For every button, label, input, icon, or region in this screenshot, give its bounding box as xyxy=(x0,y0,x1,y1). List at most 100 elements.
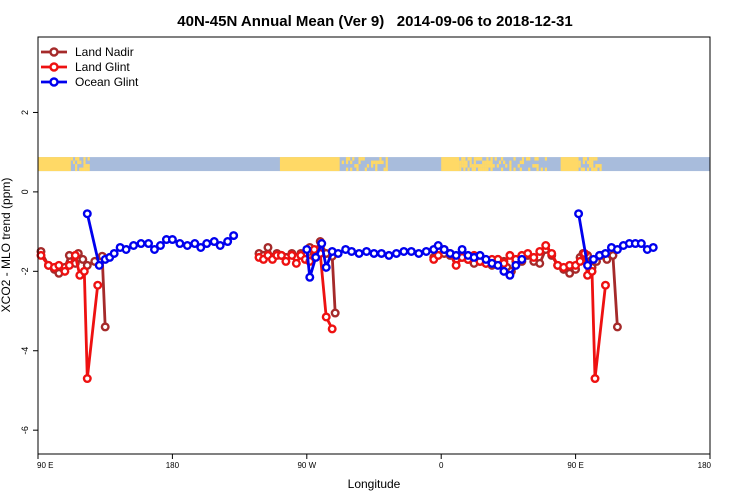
land-speck xyxy=(385,164,388,168)
land-speck xyxy=(536,167,539,172)
land-speck xyxy=(526,157,529,161)
land-speck xyxy=(375,160,378,165)
data-point-ocean-glint xyxy=(229,231,239,241)
data-point-ocean-glint xyxy=(481,254,491,264)
land-speck xyxy=(586,160,590,165)
data-point-land-nadir xyxy=(78,254,88,264)
data-point-ocean-glint xyxy=(155,240,165,250)
data-point-ocean-glint xyxy=(439,244,449,254)
land-speck xyxy=(492,164,495,168)
land-speck xyxy=(475,157,479,161)
series-ocean-glint xyxy=(82,209,658,282)
x-tick-label: 180 xyxy=(698,461,712,470)
land-speck xyxy=(593,167,596,172)
data-point-ocean-glint xyxy=(391,248,401,258)
land-speck xyxy=(494,157,497,161)
land-speck xyxy=(482,167,485,172)
land-speck xyxy=(589,160,592,165)
legend-marker xyxy=(49,62,59,72)
data-point-ocean-glint xyxy=(369,248,379,258)
land-speck xyxy=(81,167,84,172)
land-speck xyxy=(498,160,502,165)
land-speck xyxy=(540,167,543,172)
data-point-land-glint xyxy=(70,250,80,260)
data-point-ocean-glint xyxy=(600,248,610,258)
land-speck xyxy=(77,157,80,161)
data-point-land-glint xyxy=(321,312,331,322)
land-speck xyxy=(471,167,474,172)
land-speck xyxy=(72,160,76,165)
land-speck xyxy=(536,164,539,168)
land-speck xyxy=(578,164,581,168)
land-speck xyxy=(580,167,583,172)
land-speck xyxy=(475,164,479,168)
y-tick-label: -4 xyxy=(20,347,30,355)
land-speck xyxy=(385,160,388,165)
legend-label: Land Glint xyxy=(75,60,130,74)
land-speck xyxy=(513,167,516,172)
land-speck xyxy=(544,157,548,161)
data-point-ocean-glint xyxy=(321,262,331,272)
data-point-land-glint xyxy=(547,248,557,258)
data-point-land-glint xyxy=(79,266,89,276)
land-speck xyxy=(586,167,590,172)
land-speck xyxy=(544,167,548,172)
land-speck xyxy=(490,160,493,165)
data-point-land-nadir xyxy=(330,308,340,318)
land-speck xyxy=(345,157,349,161)
land-speck xyxy=(484,164,487,168)
land-speck xyxy=(477,157,481,161)
series-line-land-glint xyxy=(39,251,100,379)
land-speck xyxy=(87,157,90,161)
land-speck xyxy=(500,167,504,172)
land-speck xyxy=(83,167,86,172)
land-speck xyxy=(500,157,504,161)
land-speck xyxy=(473,157,476,161)
land-speck xyxy=(509,160,512,165)
data-point-ocean-glint xyxy=(94,260,104,270)
land-speck xyxy=(509,167,512,172)
data-point-ocean-glint xyxy=(493,260,503,270)
data-point-ocean-glint xyxy=(109,248,119,258)
data-point-land-glint xyxy=(276,250,286,260)
land-speck xyxy=(591,160,594,165)
legend-label: Land Nadir xyxy=(75,45,134,59)
data-point-land-glint xyxy=(433,250,443,260)
data-point-land-glint xyxy=(523,248,533,258)
data-point-ocean-glint xyxy=(136,239,146,249)
data-point-ocean-glint xyxy=(82,209,92,219)
data-point-land-glint xyxy=(451,260,461,270)
data-point-ocean-glint xyxy=(399,246,409,256)
land-speck xyxy=(379,157,382,161)
land-speck xyxy=(77,160,80,165)
land-speck xyxy=(486,164,489,168)
land-speck xyxy=(582,167,585,172)
land-speck xyxy=(482,164,485,168)
land-speck xyxy=(383,167,386,172)
data-point-land-nadir xyxy=(263,242,273,252)
y-tick-label: 2 xyxy=(20,110,30,115)
land-speck xyxy=(375,164,378,168)
x-tick-label: 0 xyxy=(439,461,444,470)
land-speck xyxy=(599,164,602,168)
y-tick-label: -6 xyxy=(20,426,30,434)
data-point-land-glint xyxy=(529,252,539,262)
land-speck xyxy=(469,164,472,168)
land-speck xyxy=(599,167,602,172)
land-speck xyxy=(461,164,464,168)
land-speck xyxy=(79,167,82,172)
data-point-ocean-glint xyxy=(457,244,467,254)
land-speck xyxy=(366,164,370,168)
land-speck xyxy=(534,164,537,168)
land-speck xyxy=(582,160,585,165)
x-tick-label: 90 E xyxy=(37,461,53,470)
data-point-ocean-glint xyxy=(144,239,154,249)
land-speck xyxy=(83,164,86,168)
land-speck xyxy=(373,160,376,165)
land-speck xyxy=(488,160,491,165)
land-speck xyxy=(354,164,357,168)
data-point-ocean-glint xyxy=(190,239,200,249)
data-point-land-glint xyxy=(590,374,600,384)
legend-item-land-glint: Land Glint xyxy=(41,60,130,74)
data-point-ocean-glint xyxy=(451,250,461,260)
